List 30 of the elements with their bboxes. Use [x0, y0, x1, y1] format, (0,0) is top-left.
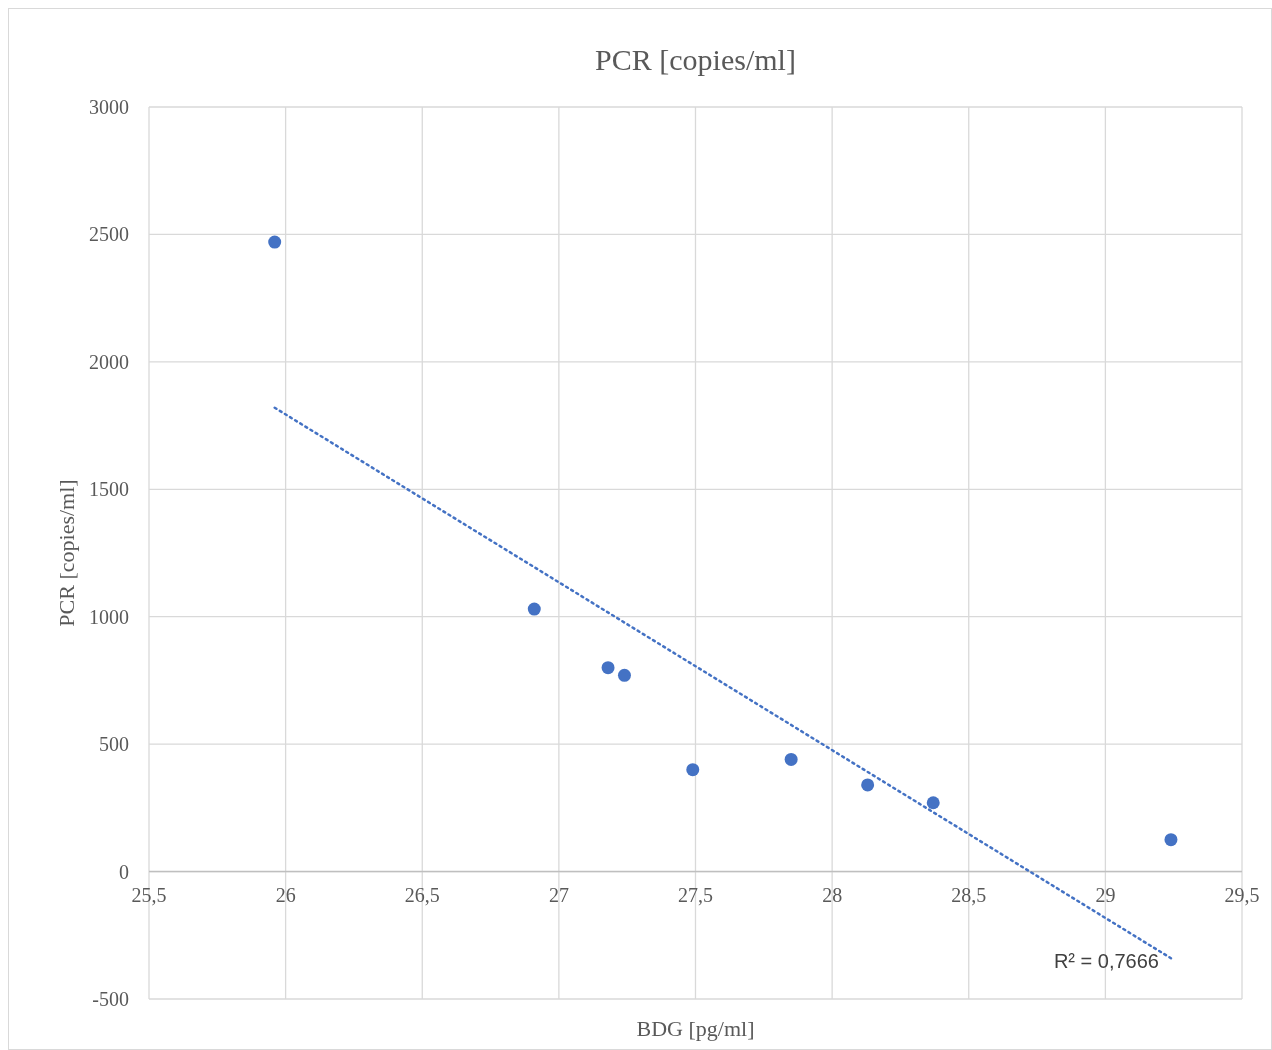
x-tick-label: 25,5	[131, 883, 167, 906]
x-tick-label: 26,5	[404, 883, 440, 906]
point	[1164, 833, 1178, 847]
y-axis-title: PCR [copies/ml]	[54, 479, 79, 627]
x-tick-label: 28	[822, 883, 843, 906]
point	[601, 661, 615, 675]
y-tick-label: 3000	[89, 96, 129, 118]
annotation: R² = 0,7666	[1053, 950, 1159, 973]
x-tick-label: 28,5	[951, 883, 987, 906]
point	[617, 668, 631, 682]
y-tick-label: 2500	[89, 223, 129, 246]
x-tick-label: 27	[548, 883, 569, 906]
y-tick-label: -500	[92, 988, 129, 1010]
chart-title: PCR [copies/ml]	[595, 43, 796, 76]
point	[861, 778, 875, 792]
point	[926, 796, 940, 810]
point	[268, 235, 282, 249]
y-tick-label: 500	[99, 733, 129, 756]
point	[784, 752, 798, 766]
x-tick-label: 27,5	[678, 883, 713, 906]
y-tick-label: 1500	[89, 478, 129, 501]
point	[527, 602, 541, 616]
y-tick-label: 0	[119, 860, 129, 883]
point	[686, 763, 700, 777]
x-tick-label: 29	[1095, 883, 1116, 906]
y-tick-label: 1000	[89, 605, 129, 628]
x-axis-title: BDG [pg/ml]	[636, 1016, 755, 1041]
x-tick-label: 26	[275, 883, 296, 906]
y-tick-label: 2000	[89, 350, 129, 373]
x-tick-label: 29,5	[1224, 883, 1260, 906]
